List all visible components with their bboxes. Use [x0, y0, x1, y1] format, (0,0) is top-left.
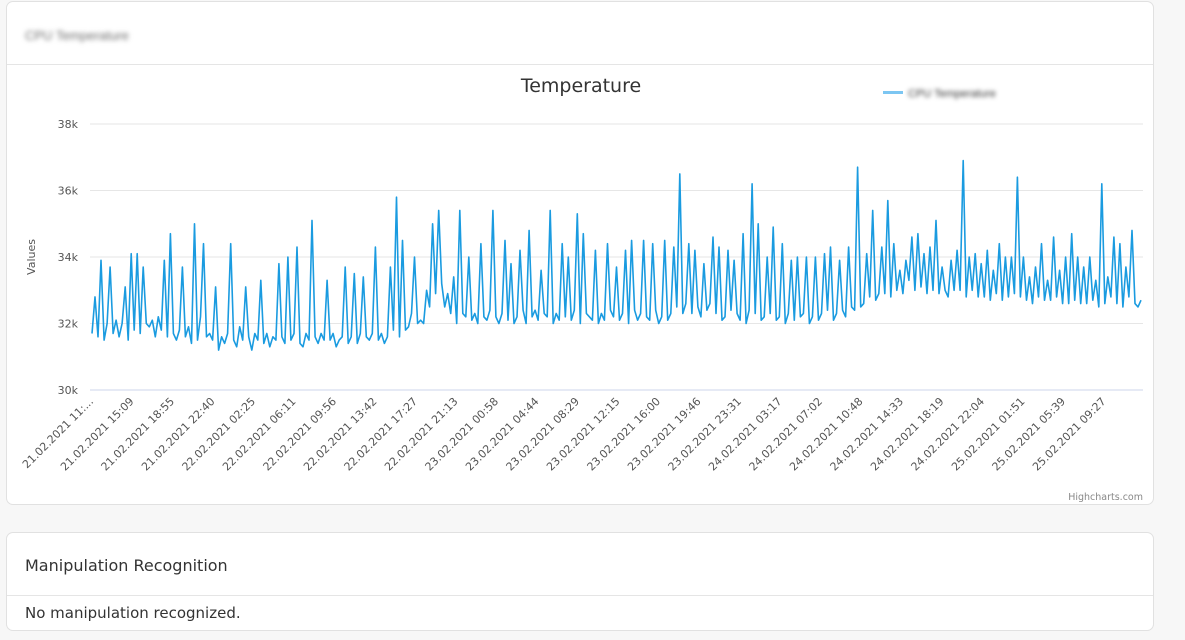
manipulation-card-title: Manipulation Recognition: [25, 556, 228, 575]
x-tick-label: 24.02.2021 18:19: [868, 395, 947, 474]
y-tick-label: 34k: [58, 251, 79, 264]
x-tick-label: 23.02.2021 04:44: [463, 395, 542, 474]
chart-card-title: CPU Temperature: [25, 28, 129, 43]
x-tick-label: 24.02.2021 14:33: [827, 395, 906, 474]
manipulation-card: Manipulation Recognition No manipulation…: [6, 532, 1154, 631]
x-axis-ticks: 21.02.2021 11:...21.02.2021 15:0921.02.2…: [20, 395, 1109, 474]
grid-lines: [90, 123, 1143, 324]
x-tick-label: 21.02.2021 22:40: [139, 395, 218, 474]
x-tick-label: 22.02.2021 17:27: [341, 395, 420, 474]
x-tick-label: 23.02.2021 16:00: [584, 395, 663, 474]
y-axis-title: Values: [25, 239, 38, 275]
highcharts-credits[interactable]: Highcharts.com: [1068, 492, 1143, 503]
x-tick-label: 22.02.2021 21:13: [382, 395, 461, 474]
x-tick-label: 24.02.2021 22:04: [908, 395, 987, 474]
x-tick-label: 24.02.2021 07:02: [746, 395, 825, 474]
legend[interactable]: CPU Temperature: [883, 88, 996, 100]
x-tick-label: 24.02.2021 10:48: [787, 395, 866, 474]
x-tick-label: 25.02.2021 05:39: [989, 395, 1068, 474]
x-tick-label: 23.02.2021 12:15: [544, 395, 623, 474]
temperature-chart: Temperature CPU Temperature 30k 32k 34k 36k…: [20, 75, 1143, 503]
x-tick-label: 23.02.2021 00:58: [422, 395, 501, 474]
x-tick-label: 21.02.2021 18:55: [98, 395, 177, 474]
chart-card-header: CPU Temperature: [7, 2, 1153, 65]
y-axis-ticks: 30k 32k 34k 36k 38k: [58, 118, 79, 397]
x-tick-label: 23.02.2021 19:46: [625, 395, 704, 474]
series-line-cpu-temperature[interactable]: [91, 159, 1142, 351]
x-tick-label: 22.02.2021 13:42: [301, 395, 380, 474]
manipulation-card-header: Manipulation Recognition: [7, 533, 1153, 596]
x-tick-label: 23.02.2021 08:29: [503, 395, 582, 474]
y-tick-label: 32k: [58, 318, 79, 331]
x-tick-label: 23.02.2021 23:31: [665, 395, 744, 474]
x-tick-label: 22.02.2021 06:11: [220, 395, 299, 474]
y-tick-label: 38k: [58, 118, 79, 131]
chart-title: Temperature: [520, 75, 641, 97]
legend-item-label[interactable]: CPU Temperature: [908, 88, 996, 100]
x-tick-label: 25.02.2021 09:27: [1030, 395, 1109, 474]
x-tick-label: 24.02.2021 03:17: [706, 395, 785, 474]
x-tick-label: 21.02.2021 11:...: [20, 395, 96, 471]
x-tick-label: 21.02.2021 15:09: [58, 395, 137, 474]
y-tick-label: 30k: [58, 384, 79, 397]
legend-swatch: [883, 91, 903, 94]
x-tick-label: 25.02.2021 01:51: [949, 395, 1028, 474]
x-tick-label: 22.02.2021 02:25: [179, 395, 258, 474]
y-tick-label: 36k: [58, 185, 79, 198]
manipulation-status-message: No manipulation recognized.: [25, 604, 241, 622]
chart-card: CPU Temperature Temperature CPU Temperat…: [6, 1, 1154, 505]
x-tick-label: 22.02.2021 09:56: [260, 395, 339, 474]
